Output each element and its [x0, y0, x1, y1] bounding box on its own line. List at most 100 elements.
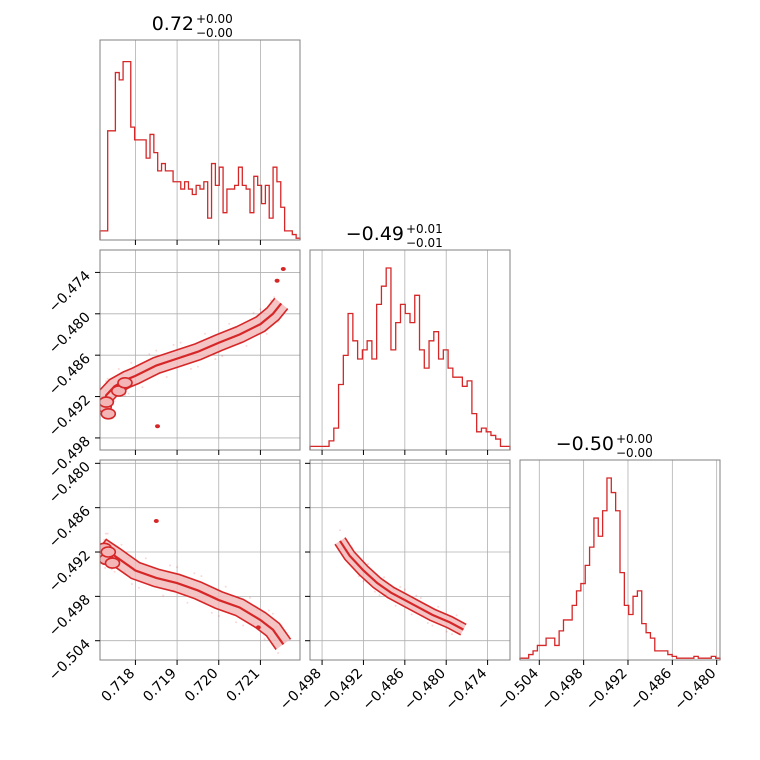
sample-point — [235, 621, 238, 624]
x-tick-label: 0.719 — [140, 666, 180, 706]
sample-point — [445, 630, 448, 633]
sample-point — [339, 529, 341, 532]
density-layer — [334, 529, 467, 636]
y-tick-label: −0.504 — [46, 636, 94, 684]
y-tick-label: −0.474 — [46, 268, 94, 316]
panel-title-value: −0.50 — [556, 433, 614, 455]
panel-title-upper-error: +0.00 — [616, 432, 653, 446]
histogram-step-line — [519, 477, 721, 660]
sample-point — [144, 557, 147, 560]
sample-point — [394, 604, 397, 607]
y-tick-label: −0.498 — [46, 592, 94, 640]
sample-point — [186, 601, 189, 604]
sample-point — [162, 594, 165, 597]
contour-line — [344, 537, 467, 626]
sample-point — [217, 615, 220, 617]
panel-frame — [519, 459, 721, 661]
x-tick-label: −0.480 — [672, 666, 720, 714]
density-panel-0 — [99, 249, 301, 451]
y-tick-label: −0.486 — [46, 351, 94, 399]
contour-line — [100, 538, 292, 640]
panel-frame — [99, 249, 301, 451]
y-tick-label: −0.480 — [46, 309, 94, 357]
sample-point — [252, 311, 255, 314]
sample-point — [455, 614, 458, 617]
contour-outlier — [153, 519, 159, 523]
panel-frame — [99, 459, 301, 661]
y-tick-label: −0.492 — [46, 392, 94, 440]
hist-panel-1: −0.49 +0.01−0.01 — [309, 222, 511, 451]
sample-point — [415, 594, 418, 597]
contour-core-line — [339, 540, 464, 631]
sample-point — [200, 575, 203, 578]
sample-point — [155, 349, 158, 352]
sample-point — [196, 365, 199, 368]
sample-point — [137, 586, 140, 589]
sample-point — [259, 308, 262, 311]
sample-point — [104, 532, 107, 535]
density-layer — [100, 519, 292, 654]
sample-point — [362, 580, 365, 583]
sample-point — [431, 624, 434, 627]
sample-point — [190, 367, 192, 370]
sample-point — [172, 343, 175, 346]
sample-point — [130, 583, 133, 585]
sample-point — [249, 596, 251, 599]
x-tick-label: 0.721 — [224, 666, 264, 706]
sample-point — [451, 633, 453, 636]
x-tick-label: 0.718 — [99, 666, 139, 706]
sample-point — [224, 585, 227, 588]
contour-island — [104, 557, 121, 569]
contour-outlier — [280, 267, 286, 271]
density-panel-2 — [309, 459, 511, 661]
sample-point — [176, 566, 179, 569]
sample-point — [242, 624, 245, 627]
sample-point — [403, 588, 406, 591]
sample-point — [267, 609, 270, 612]
sample-point — [104, 567, 107, 569]
sample-point — [130, 361, 133, 364]
x-tick-label: −0.492 — [583, 666, 631, 714]
sample-point — [399, 586, 402, 588]
sample-point — [221, 355, 224, 358]
sample-point — [410, 613, 413, 616]
panel-title-lower-error: −0.00 — [616, 446, 653, 460]
sample-point — [117, 368, 120, 370]
sample-point — [228, 322, 231, 325]
density-panel-1 — [99, 459, 301, 661]
sample-point — [113, 570, 116, 573]
sample-point — [273, 296, 276, 299]
x-tick-label: −0.504 — [494, 665, 542, 713]
sample-point — [179, 341, 182, 344]
x-tick-label: −0.474 — [442, 665, 490, 713]
contour-island — [117, 376, 133, 389]
panel-frame — [309, 249, 511, 451]
hist-panel-2: −0.50 +0.00−0.00 — [519, 432, 721, 661]
sample-point — [378, 594, 381, 597]
density-fill — [335, 537, 467, 635]
sample-point — [426, 622, 429, 624]
sample-point — [367, 563, 369, 565]
sample-point — [169, 564, 172, 567]
panel-title-upper-error: +0.01 — [406, 222, 443, 236]
panel-frame — [99, 39, 301, 241]
x-tick-label: −0.480 — [401, 666, 449, 714]
contour-line — [334, 543, 462, 636]
contour-outlier — [155, 424, 160, 429]
sample-point — [263, 638, 266, 641]
x-tick-label: −0.486 — [360, 665, 408, 713]
panel-frame — [309, 459, 511, 661]
density-layer — [100, 267, 289, 429]
panel-title-value: 0.72 — [152, 13, 194, 35]
sample-point — [271, 612, 274, 615]
contour-outlier — [255, 625, 261, 630]
sample-point — [269, 299, 272, 302]
x-tick-label: 0.720 — [182, 666, 222, 706]
density-fill — [100, 298, 288, 403]
panel-background — [100, 40, 300, 240]
contour-line — [100, 297, 276, 392]
y-tick-label: −0.486 — [46, 503, 94, 551]
panel-title-value: −0.49 — [346, 223, 404, 245]
sample-point — [383, 576, 386, 579]
